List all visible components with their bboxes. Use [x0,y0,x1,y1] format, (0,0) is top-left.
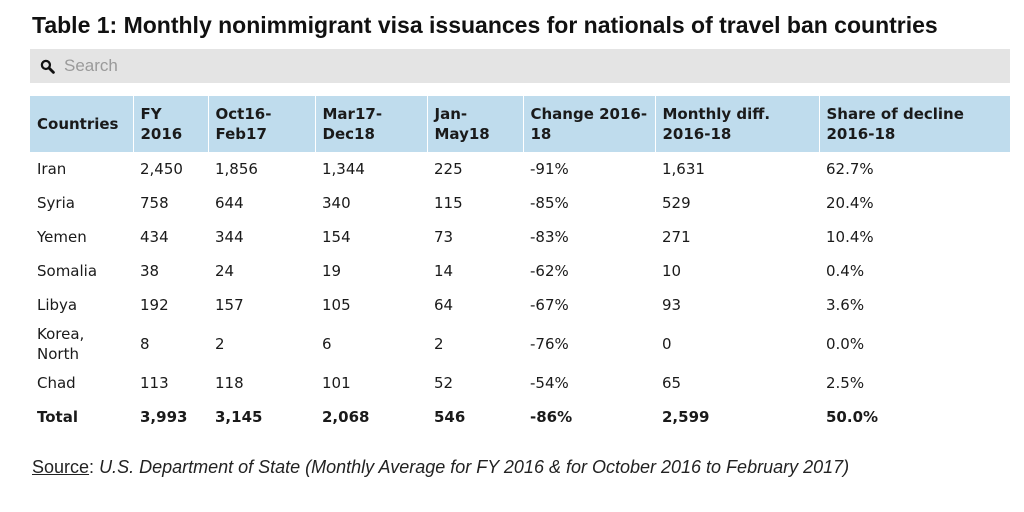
value-cell: -76% [530,335,569,353]
value-cell: 50.0% [826,408,879,426]
data-table: Countries FY 2016 Oct16-Feb17 Mar17-Dec1… [30,96,1010,434]
country-cell: Libya [37,296,78,314]
table-row: Yemen 434 344 154 73 -83% 271 10.4% [30,220,1010,254]
table-row: Chad 113 118 101 52 -54% 65 2.5% [30,366,1010,400]
value-cell: 19 [322,262,342,280]
value-cell: -67% [530,296,569,314]
value-cell: 1,344 [322,160,365,178]
value-cell: 8 [140,335,150,353]
value-cell: -83% [530,228,569,246]
value-cell: 2.5% [826,374,865,392]
value-cell: 758 [140,194,169,212]
search-input[interactable] [64,56,964,76]
table-row: Syria 758 644 340 115 -85% 529 20.4% [30,186,1010,220]
value-cell: 10 [662,262,682,280]
value-cell: 6 [322,335,332,353]
table-header-row: Countries FY 2016 Oct16-Feb17 Mar17-Dec1… [30,96,1010,152]
country-cell: Syria [37,194,75,212]
value-cell: 2 [434,335,444,353]
table-title: Table 1: Monthly nonimmigrant visa issua… [32,12,938,38]
country-cell: Total [37,408,78,426]
table-row: Somalia 38 24 19 14 -62% 10 0.4% [30,254,1010,288]
value-cell: 73 [434,228,454,246]
search-bar [30,49,1010,83]
value-cell: 24 [215,262,235,280]
value-cell: 344 [215,228,244,246]
country-cell: Yemen [37,228,87,246]
value-cell: 101 [322,374,351,392]
value-cell: 0 [662,335,672,353]
value-cell: 271 [662,228,691,246]
column-header[interactable]: Change 2016-18 [523,96,656,152]
value-cell: -54% [530,374,569,392]
source-text: U.S. Department of State (Monthly Averag… [99,457,850,477]
value-cell: 546 [434,408,466,426]
value-cell: 3.6% [826,296,865,314]
value-cell: 93 [662,296,682,314]
column-header[interactable]: Mar17-Dec18 [315,96,428,152]
total-row: Total 3,993 3,145 2,068 546 -86% 2,599 50.0% [30,400,1010,434]
column-header[interactable]: Oct16-Feb17 [208,96,316,152]
column-header[interactable]: Countries [30,96,134,152]
value-cell: 2,450 [140,160,183,178]
table-row: Korea, North 8 2 6 2 -76% 0 0.0% [30,322,1010,366]
table-body: Iran 2,450 1,856 1,344 225 -91% 1,631 62.7% Syri… [30,152,1010,434]
value-cell: -62% [530,262,569,280]
value-cell: 10.4% [826,228,874,246]
value-cell: 65 [662,374,682,392]
value-cell: -86% [530,408,573,426]
value-cell: 340 [322,194,351,212]
value-cell: 1,856 [215,160,258,178]
value-cell: 2 [215,335,225,353]
value-cell: 644 [215,194,244,212]
value-cell: 1,631 [662,160,705,178]
value-cell: 434 [140,228,169,246]
value-cell: 157 [215,296,244,314]
value-cell: 3,993 [140,408,188,426]
value-cell: -91% [530,160,569,178]
column-header[interactable]: Share of decline 2016-18 [819,96,1010,152]
country-cell: Somalia [37,262,98,280]
value-cell: -85% [530,194,569,212]
value-cell: 115 [434,194,463,212]
value-cell: 14 [434,262,454,280]
value-cell: 64 [434,296,454,314]
value-cell: 2,599 [662,408,710,426]
table-row: Iran 2,450 1,856 1,344 225 -91% 1,631 62.7% [30,152,1010,186]
value-cell: 62.7% [826,160,874,178]
value-cell: 3,145 [215,408,263,426]
value-cell: 52 [434,374,454,392]
value-cell: 225 [434,160,463,178]
value-cell: 20.4% [826,194,874,212]
value-cell: 0.0% [826,335,865,353]
value-cell: 38 [140,262,160,280]
country-cell: Iran [37,160,67,178]
column-header[interactable]: FY 2016 [133,96,209,152]
country-cell: Korea, North [37,325,85,363]
source-separator: : [89,457,100,477]
value-cell: 154 [322,228,351,246]
value-cell: 2,068 [322,408,370,426]
source-note: Source: U.S. Department of State (Monthl… [32,457,849,478]
value-cell: 0.4% [826,262,865,280]
column-header[interactable]: Monthly diff. 2016-18 [655,96,820,152]
value-cell: 105 [322,296,351,314]
value-cell: 113 [140,374,169,392]
value-cell: 529 [662,194,691,212]
country-cell: Chad [37,374,76,392]
value-cell: 192 [140,296,169,314]
value-cell: 118 [215,374,244,392]
column-header[interactable]: Jan-May18 [427,96,524,152]
search-icon [40,59,55,74]
table-row: Libya 192 157 105 64 -67% 93 3.6% [30,288,1010,322]
source-label: Source [32,457,90,477]
